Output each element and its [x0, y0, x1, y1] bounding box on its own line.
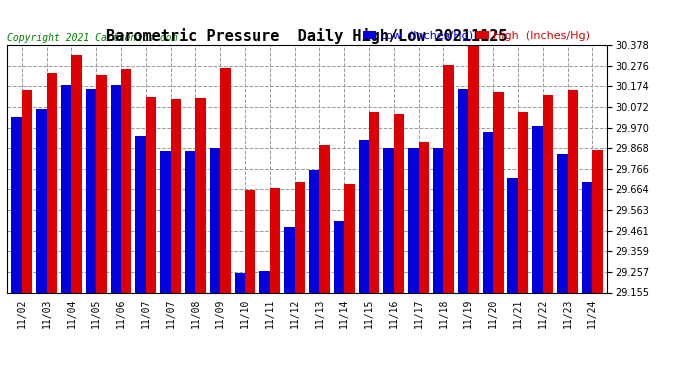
- Bar: [543, 95, 553, 292]
- Bar: [135, 136, 146, 292]
- Title: Barometric Pressure  Daily High/Low 20211125: Barometric Pressure Daily High/Low 20211…: [106, 28, 508, 44]
- Bar: [195, 98, 206, 292]
- Bar: [259, 271, 270, 292]
- Bar: [210, 148, 220, 292]
- Bar: [592, 150, 603, 292]
- Bar: [369, 112, 380, 292]
- Bar: [518, 112, 529, 292]
- Bar: [170, 99, 181, 292]
- Bar: [483, 132, 493, 292]
- Text: Copyright 2021 Cartronics.com: Copyright 2021 Cartronics.com: [7, 33, 177, 42]
- Bar: [557, 154, 567, 292]
- Bar: [270, 188, 280, 292]
- Bar: [433, 148, 444, 292]
- Bar: [384, 148, 394, 292]
- Bar: [319, 145, 330, 292]
- Bar: [444, 65, 454, 292]
- Bar: [146, 97, 156, 292]
- Bar: [245, 190, 255, 292]
- Bar: [295, 182, 305, 292]
- Bar: [36, 110, 47, 292]
- Bar: [532, 126, 543, 292]
- Bar: [110, 85, 121, 292]
- Bar: [582, 182, 592, 292]
- Legend: Low  (Inches/Hg), High  (Inches/Hg): Low (Inches/Hg), High (Inches/Hg): [363, 31, 590, 41]
- Bar: [61, 85, 71, 292]
- Bar: [419, 142, 429, 292]
- Bar: [235, 273, 245, 292]
- Bar: [567, 90, 578, 292]
- Bar: [334, 220, 344, 292]
- Bar: [458, 89, 469, 292]
- Bar: [160, 151, 170, 292]
- Bar: [493, 92, 504, 292]
- Bar: [220, 68, 230, 292]
- Bar: [469, 45, 479, 292]
- Bar: [309, 170, 319, 292]
- Bar: [71, 55, 82, 292]
- Bar: [408, 148, 419, 292]
- Bar: [284, 227, 295, 292]
- Bar: [121, 69, 131, 292]
- Bar: [344, 184, 355, 292]
- Bar: [96, 75, 107, 292]
- Bar: [47, 73, 57, 292]
- Bar: [22, 90, 32, 292]
- Bar: [86, 89, 96, 292]
- Bar: [11, 117, 22, 292]
- Bar: [507, 178, 518, 292]
- Bar: [394, 114, 404, 292]
- Bar: [359, 140, 369, 292]
- Bar: [185, 151, 195, 292]
